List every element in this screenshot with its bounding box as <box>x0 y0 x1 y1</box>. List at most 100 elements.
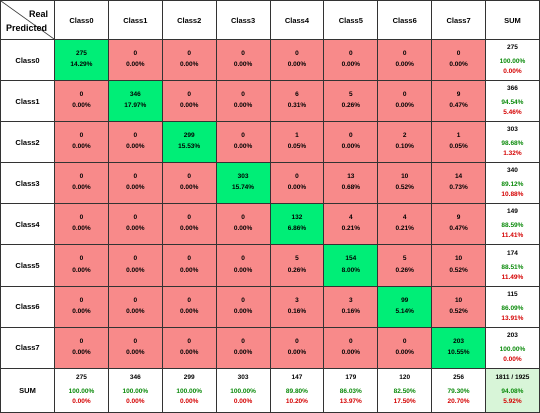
column-sum-total: 256 <box>453 374 464 382</box>
cell-count: 0 <box>133 255 138 263</box>
row-sum-total: 275 <box>507 44 518 52</box>
cell-percent: 0.00% <box>72 143 91 151</box>
cell-count: 0 <box>79 296 84 304</box>
column-sum-total: 275 <box>76 374 87 382</box>
matrix-cell: 299 15.53% <box>162 122 217 164</box>
row-header-class6: Class6 <box>0 286 55 328</box>
column-sum-total: 346 <box>129 374 141 382</box>
matrix-cell: 0 0.00% <box>162 40 217 82</box>
cell-percent: 0.52% <box>449 266 468 274</box>
cell-percent: 0.21% <box>395 225 414 233</box>
column-sum-error: 20.70% <box>447 398 470 406</box>
matrix-cell: 0 0.00% <box>324 40 379 82</box>
cell-percent: 0.47% <box>449 102 468 110</box>
cell-count: 0 <box>187 173 191 181</box>
cell-percent: 0.47% <box>449 225 468 233</box>
row-sum-error: 10.88% <box>501 191 524 199</box>
matrix-cell: 0 0.00% <box>162 163 217 205</box>
cell-count: 0 <box>295 337 299 345</box>
cell-count: 0 <box>402 50 407 58</box>
cell-count: 0 <box>133 132 138 140</box>
cell-count: 3 <box>295 296 299 304</box>
cell-count: 0 <box>402 91 407 99</box>
overall-accuracy: 94.08% <box>501 388 524 396</box>
column-sum-error: 17.50% <box>393 398 416 406</box>
matrix-cell: 0 0.00% <box>324 327 379 369</box>
cell-count: 0 <box>349 337 353 345</box>
cell-percent: 0.00% <box>395 102 414 110</box>
cell-percent: 5.14% <box>395 307 414 315</box>
cell-percent: 0.00% <box>126 184 145 192</box>
matrix-cell: 0 0.00% <box>432 40 486 82</box>
row-header-class7: Class7 <box>0 327 55 369</box>
row-sum-accuracy: 98.68% <box>501 140 524 148</box>
matrix-cell: 5 0.26% <box>378 245 433 287</box>
column-sum-cell: 179 86.03% 13.97% <box>324 368 379 413</box>
column-sum-cell: 256 79.30% 20.70% <box>432 368 486 413</box>
column-sum-cell: 303 100.00% 0.00% <box>216 368 271 413</box>
cell-count: 0 <box>402 337 407 345</box>
cell-percent: 0.05% <box>449 143 468 151</box>
cell-count: 0 <box>187 296 191 304</box>
matrix-cell: 10 0.52% <box>378 163 433 205</box>
row-sum-cell: 275 100.00% 0.00% <box>486 40 540 82</box>
cell-percent: 0.73% <box>449 184 468 192</box>
matrix-cell: 0 0.00% <box>270 40 325 82</box>
cell-percent: 0.00% <box>126 348 145 356</box>
column-sum-accuracy: 100.00% <box>122 388 149 396</box>
cell-count: 0 <box>241 255 245 263</box>
column-sum-accuracy: 82.50% <box>393 388 416 396</box>
cell-count: 0 <box>79 214 84 222</box>
matrix-cell: 0 0.00% <box>108 245 163 287</box>
cell-percent: 0.00% <box>179 61 199 69</box>
row-sum-total: 303 <box>507 126 518 134</box>
cell-percent: 0.00% <box>179 307 199 315</box>
row-sum-total: 149 <box>507 208 518 216</box>
cell-count: 6 <box>295 91 299 99</box>
cell-percent: 14.29% <box>70 61 93 69</box>
matrix-cell: 0 0.00% <box>216 122 271 164</box>
column-header-class2: Class2 <box>162 0 217 40</box>
corner-header: Real Predicted <box>0 0 55 40</box>
cell-count: 203 <box>453 337 464 345</box>
matrix-cell: 5 0.26% <box>270 245 325 287</box>
matrix-cell: 0 0.00% <box>216 286 271 328</box>
column-sum-accuracy: 100.00% <box>68 388 95 396</box>
matrix-cell: 0 0.00% <box>378 327 433 369</box>
cell-count: 5 <box>349 91 353 99</box>
cell-percent: 0.00% <box>449 61 468 69</box>
row-sum-accuracy: 89.12% <box>501 181 524 189</box>
matrix-cell: 0 0.00% <box>55 81 109 123</box>
cell-percent: 0.00% <box>179 225 199 233</box>
cell-count: 0 <box>133 173 138 181</box>
column-sum-cell: 346 100.00% 0.00% <box>108 368 163 413</box>
cell-count: 10 <box>401 173 409 181</box>
row-sum-error: 11.49% <box>501 273 524 281</box>
cell-count: 0 <box>349 50 353 58</box>
matrix-cell: 0 0.00% <box>55 163 109 205</box>
cell-percent: 0.31% <box>287 102 307 110</box>
row-sum-accuracy: 100.00% <box>499 58 526 66</box>
matrix-cell: 6 0.31% <box>270 81 325 123</box>
matrix-cell: 4 0.21% <box>324 204 379 246</box>
row-sum-total: 366 <box>507 85 518 93</box>
row-header-class4: Class4 <box>0 204 55 246</box>
matrix-cell: 346 17.97% <box>108 81 163 123</box>
matrix-cell: 0 0.00% <box>162 81 217 123</box>
row-header-class5: Class5 <box>0 245 55 287</box>
column-sum-cell: 275 100.00% 0.00% <box>55 368 109 413</box>
matrix-cell: 0 0.00% <box>108 327 163 369</box>
cell-percent: 0.00% <box>287 61 307 69</box>
matrix-cell: 0 0.00% <box>270 163 325 205</box>
matrix-cell: 0 0.00% <box>108 122 163 164</box>
cell-count: 1 <box>456 132 461 140</box>
matrix-cell: 0 0.00% <box>162 245 217 287</box>
cell-count: 0 <box>241 50 245 58</box>
cell-count: 2 <box>402 132 407 140</box>
row-sum-cell: 303 98.68% 1.32% <box>486 122 540 164</box>
predicted-axis-label: Predicted <box>6 23 48 33</box>
cell-percent: 0.00% <box>72 184 91 192</box>
cell-count: 0 <box>79 91 84 99</box>
column-header-class5: Class5 <box>324 0 379 40</box>
